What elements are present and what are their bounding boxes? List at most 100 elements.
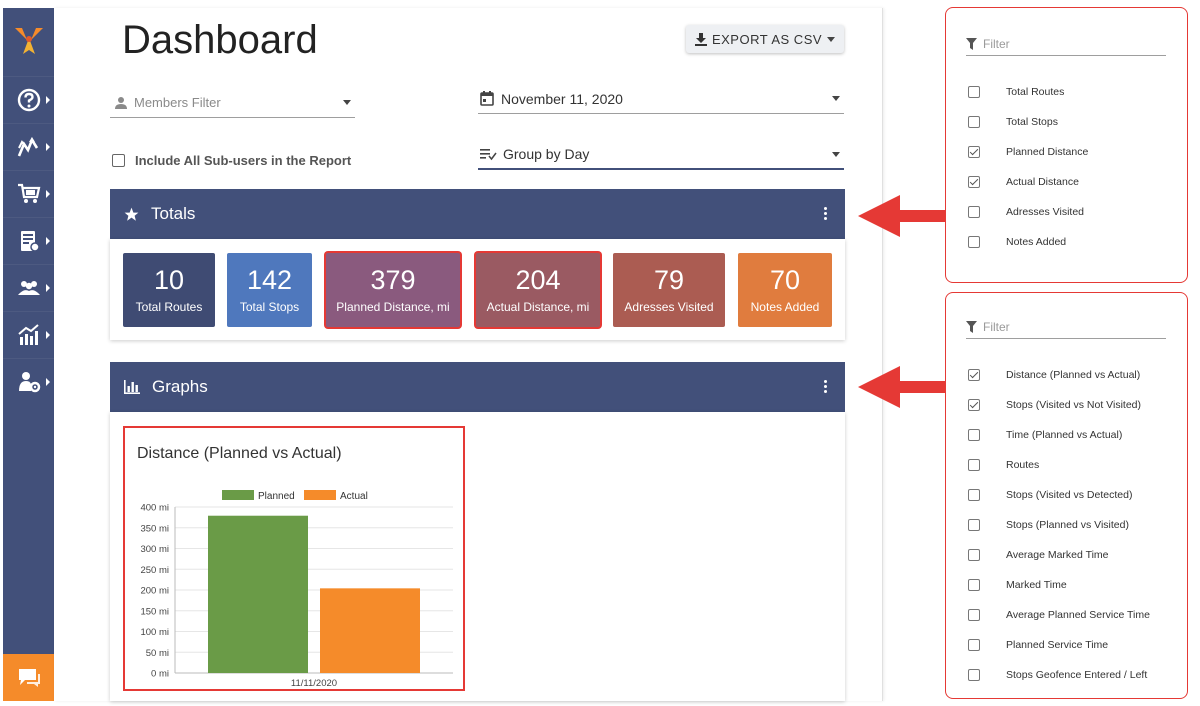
- filter-option[interactable]: Stops (Visited vs Detected): [968, 489, 1132, 501]
- filter-option-checkbox[interactable]: [968, 669, 980, 681]
- y-tick-label: 250 mi: [140, 565, 169, 576]
- include-subusers-checkbox[interactable]: [112, 154, 125, 167]
- download-icon: [694, 32, 707, 46]
- cart-icon: [17, 183, 40, 203]
- team-icon: [17, 281, 40, 295]
- filter-option-label: Stops Geofence Entered / Left: [1006, 669, 1148, 681]
- sidebar-item-help[interactable]: [3, 76, 54, 123]
- filter-option-checkbox[interactable]: [968, 519, 980, 531]
- filter-option-label: Total Routes: [1006, 86, 1065, 98]
- y-tick-label: 150 mi: [140, 606, 169, 617]
- filter-option-checkbox[interactable]: [968, 86, 980, 98]
- filter-option-checkbox[interactable]: [968, 489, 980, 501]
- filter-option-checkbox[interactable]: [968, 549, 980, 561]
- filter-option[interactable]: Adresses Visited: [968, 206, 1084, 218]
- totals-card-body: 10 Total Routes 142 Total Stops 379 Plan…: [110, 239, 845, 340]
- sidebar-item-user-settings[interactable]: [3, 358, 54, 405]
- distance-chart-card: Distance (Planned vs Actual) Planned Actu…: [123, 426, 465, 691]
- filter-option[interactable]: Total Routes: [968, 86, 1064, 98]
- planned-distance-tile: 379 Planned Distance, mi: [326, 253, 460, 327]
- tile-value: 70: [769, 265, 801, 295]
- chevron-right-icon: [46, 190, 50, 198]
- filter-option-label: Marked Time: [1006, 579, 1067, 591]
- user-settings-icon: [18, 372, 40, 393]
- include-subusers-row[interactable]: Include All Sub-users in the Report: [112, 153, 351, 168]
- sidebar-item-analytics[interactable]: [3, 311, 54, 358]
- y-tick-label: 50 mi: [146, 648, 169, 659]
- graphs-filter-input[interactable]: Filter: [966, 315, 1166, 339]
- filter-option[interactable]: Time (Planned vs Actual): [968, 429, 1122, 441]
- tile-value: 79: [653, 265, 685, 295]
- star-icon: [124, 207, 139, 221]
- filter-option-checkbox[interactable]: [968, 609, 980, 621]
- sidebar-item-address-book[interactable]: [3, 217, 54, 264]
- filter-option-checkbox[interactable]: [968, 369, 980, 381]
- chat-icon: [18, 668, 40, 687]
- dropdown-arrow-icon: [832, 152, 840, 157]
- filter-option-checkbox[interactable]: [968, 116, 980, 128]
- totals-more-menu-icon[interactable]: [824, 207, 827, 220]
- filter-option[interactable]: Total Stops: [968, 116, 1058, 128]
- filter-option[interactable]: Notes Added: [968, 236, 1066, 248]
- filter-option[interactable]: Stops (Planned vs Visited): [968, 519, 1129, 531]
- filter-placeholder: Filter: [983, 319, 1010, 334]
- graphs-more-menu-icon[interactable]: [824, 380, 827, 393]
- sort-list-icon: [480, 148, 497, 160]
- caret-down-icon: [827, 36, 836, 42]
- filter-option[interactable]: Planned Distance: [968, 146, 1088, 158]
- bar-planned: [208, 515, 308, 673]
- include-subusers-label: Include All Sub-users in the Report: [135, 153, 352, 168]
- sidebar-item-routes[interactable]: [3, 123, 54, 170]
- filter-option-checkbox[interactable]: [968, 146, 980, 158]
- filter-option-checkbox[interactable]: [968, 236, 980, 248]
- filter-option[interactable]: Average Marked Time: [968, 549, 1109, 561]
- filter-option-checkbox[interactable]: [968, 639, 980, 651]
- filter-option-checkbox[interactable]: [968, 176, 980, 188]
- filter-option[interactable]: Planned Service Time: [968, 639, 1108, 651]
- filter-option[interactable]: Routes: [968, 459, 1039, 471]
- filter-option-label: Stops (Planned vs Visited): [1006, 519, 1129, 531]
- legend-label: Planned: [258, 491, 295, 502]
- filter-option-checkbox[interactable]: [968, 459, 980, 471]
- chart-title: Distance (Planned vs Actual): [137, 445, 342, 462]
- filter-option-checkbox[interactable]: [968, 206, 980, 218]
- filter-option-checkbox[interactable]: [968, 399, 980, 411]
- filter-placeholder: Filter: [983, 36, 1010, 51]
- filter-option[interactable]: Actual Distance: [968, 176, 1079, 188]
- bar-actual: [320, 588, 420, 673]
- group-by-select[interactable]: Group by Day: [478, 140, 844, 170]
- filter-option-checkbox[interactable]: [968, 429, 980, 441]
- date-picker[interactable]: November 11, 2020: [478, 84, 844, 114]
- totals-filter-input[interactable]: Filter: [966, 32, 1166, 56]
- legend-label: Actual: [340, 491, 368, 502]
- y-tick-label: 350 mi: [140, 523, 169, 534]
- legend-swatch: [304, 490, 336, 500]
- filter-option-label: Stops (Visited vs Not Visited): [1006, 399, 1142, 411]
- distance-bar-chart: Planned Actual 0 mi 50 mi 100 mi 150 mi 200 mi…: [140, 490, 453, 688]
- sidebar-item-team[interactable]: [3, 264, 54, 311]
- notes-added-tile: 70 Notes Added: [738, 253, 832, 327]
- brand-logo[interactable]: [3, 8, 54, 74]
- tile-value: 204: [515, 265, 561, 295]
- filter-option-label: Planned Distance: [1006, 146, 1089, 158]
- filter-option[interactable]: Marked Time: [968, 579, 1067, 591]
- x-tick-label: 11/11/2020: [291, 678, 337, 688]
- y-tick-label: 300 mi: [140, 544, 169, 555]
- filter-option[interactable]: Average Planned Service Time: [968, 609, 1150, 621]
- members-filter[interactable]: Members Filter: [110, 88, 355, 118]
- export-csv-button[interactable]: EXPORT AS CSV: [686, 25, 844, 53]
- filter-option[interactable]: Stops (Visited vs Not Visited): [968, 399, 1141, 411]
- totals-title: Totals: [151, 204, 196, 223]
- filter-option[interactable]: Stops Geofence Entered / Left: [968, 669, 1147, 681]
- sidebar-item-cart[interactable]: [3, 170, 54, 217]
- arrow-left-icon: [858, 195, 946, 237]
- filter-option-label: Time (Planned vs Actual): [1006, 429, 1123, 441]
- logo-icon: [14, 28, 43, 54]
- total-stops-tile: 142 Total Stops: [227, 253, 312, 327]
- filter-option-checkbox[interactable]: [968, 579, 980, 591]
- actual-distance-tile: 204 Actual Distance, mi: [476, 253, 600, 327]
- chat-button[interactable]: [3, 654, 54, 701]
- filter-option[interactable]: Distance (Planned vs Actual): [968, 369, 1140, 381]
- page-title: Dashboard: [122, 18, 318, 62]
- y-tick-label: 0 mi: [151, 669, 169, 680]
